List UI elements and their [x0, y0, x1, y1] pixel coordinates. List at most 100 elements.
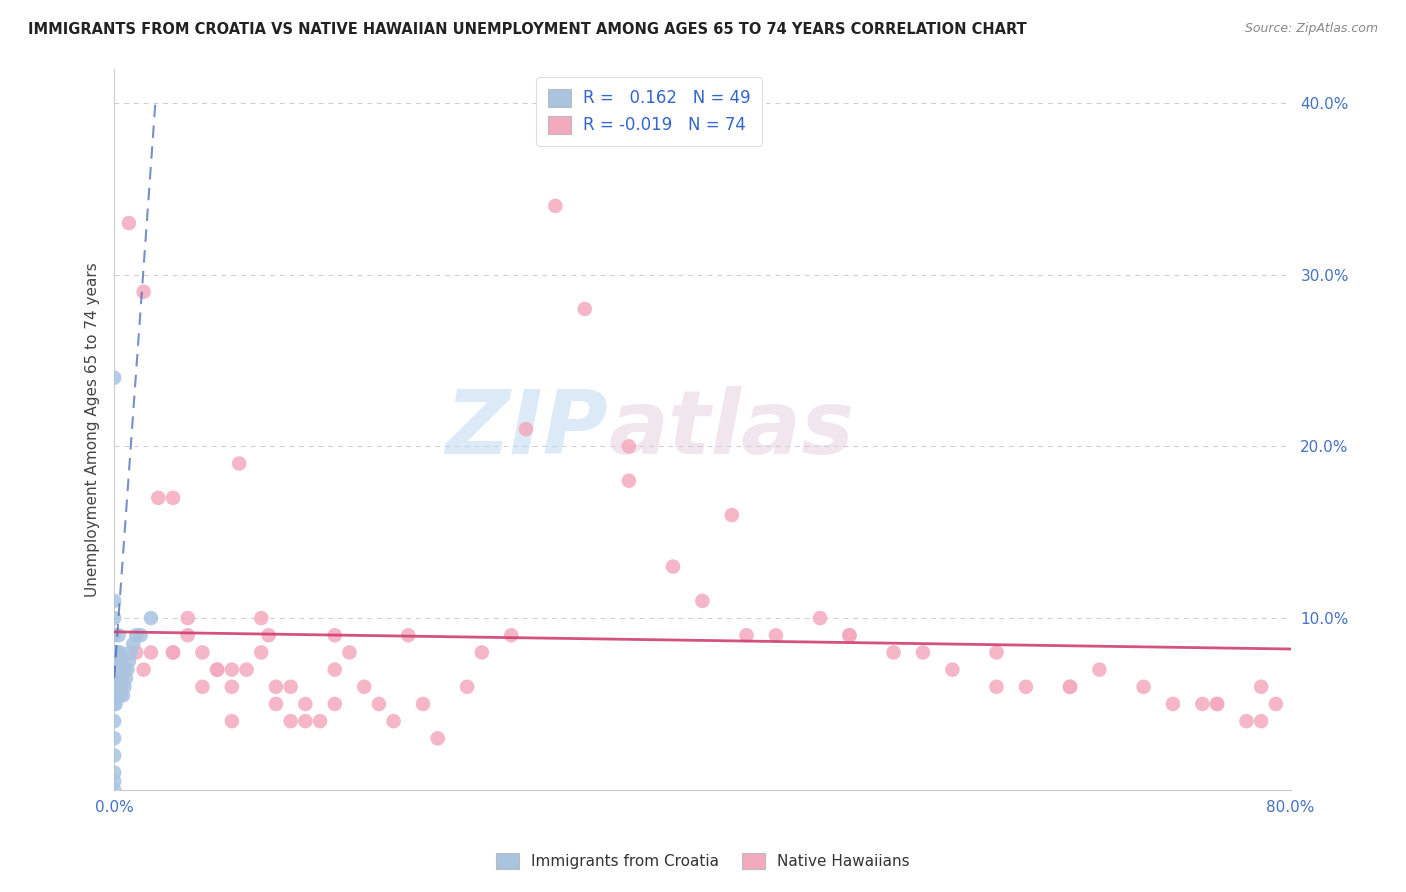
Point — [838, 628, 860, 642]
Point — [367, 697, 389, 711]
Point — [107, 671, 129, 685]
Point — [1264, 697, 1286, 711]
Point — [114, 663, 136, 677]
Point — [132, 663, 155, 677]
Point — [148, 491, 170, 505]
Point — [412, 697, 434, 711]
Point — [177, 611, 200, 625]
Point — [104, 680, 127, 694]
Point — [103, 774, 125, 789]
Point — [103, 714, 125, 728]
Point — [294, 714, 316, 728]
Point — [765, 628, 787, 642]
Point — [1015, 680, 1038, 694]
Point — [103, 748, 125, 763]
Point — [111, 663, 134, 677]
Point — [108, 645, 131, 659]
Point — [986, 680, 1008, 694]
Point — [501, 628, 523, 642]
Point — [574, 301, 596, 316]
Point — [104, 697, 127, 711]
Point — [735, 628, 758, 642]
Point — [353, 680, 375, 694]
Point — [117, 663, 139, 677]
Point — [118, 216, 141, 230]
Point — [264, 697, 287, 711]
Point — [103, 370, 125, 384]
Point — [396, 628, 419, 642]
Point — [191, 680, 214, 694]
Point — [1132, 680, 1154, 694]
Point — [105, 654, 128, 668]
Point — [162, 491, 184, 505]
Legend: Immigrants from Croatia, Native Hawaiians: Immigrants from Croatia, Native Hawaiian… — [489, 847, 917, 875]
Point — [426, 731, 449, 746]
Point — [108, 689, 131, 703]
Point — [221, 663, 243, 677]
Point — [544, 199, 567, 213]
Point — [250, 645, 273, 659]
Point — [103, 594, 125, 608]
Point — [125, 628, 148, 642]
Point — [120, 645, 142, 659]
Point — [617, 439, 640, 453]
Point — [125, 645, 148, 659]
Point — [177, 628, 200, 642]
Point — [264, 680, 287, 694]
Point — [107, 663, 129, 677]
Point — [515, 422, 537, 436]
Point — [110, 654, 132, 668]
Point — [118, 654, 141, 668]
Point — [1191, 697, 1213, 711]
Point — [105, 671, 128, 685]
Point — [1059, 680, 1081, 694]
Point — [662, 559, 685, 574]
Point — [323, 628, 346, 642]
Point — [257, 628, 280, 642]
Point — [221, 714, 243, 728]
Point — [221, 680, 243, 694]
Point — [103, 765, 125, 780]
Point — [105, 645, 128, 659]
Point — [808, 611, 831, 625]
Point — [132, 285, 155, 299]
Text: ZIP: ZIP — [446, 385, 609, 473]
Point — [103, 628, 125, 642]
Point — [838, 628, 860, 642]
Point — [103, 663, 125, 677]
Point — [105, 663, 128, 677]
Point — [104, 654, 127, 668]
Point — [1088, 663, 1111, 677]
Point — [1161, 697, 1184, 711]
Point — [108, 663, 131, 677]
Point — [115, 671, 138, 685]
Point — [110, 680, 132, 694]
Point — [1206, 697, 1229, 711]
Point — [471, 645, 494, 659]
Y-axis label: Unemployment Among Ages 65 to 74 years: Unemployment Among Ages 65 to 74 years — [86, 262, 100, 597]
Point — [105, 689, 128, 703]
Text: Source: ZipAtlas.com: Source: ZipAtlas.com — [1244, 22, 1378, 36]
Point — [323, 663, 346, 677]
Point — [114, 680, 136, 694]
Point — [103, 611, 125, 625]
Point — [280, 680, 302, 694]
Point — [339, 645, 361, 659]
Point — [108, 671, 131, 685]
Point — [103, 782, 125, 797]
Point — [1206, 697, 1229, 711]
Point — [103, 697, 125, 711]
Point — [323, 697, 346, 711]
Point — [129, 628, 152, 642]
Point — [720, 508, 742, 522]
Point — [103, 731, 125, 746]
Point — [110, 671, 132, 685]
Point — [103, 654, 125, 668]
Text: IMMIGRANTS FROM CROATIA VS NATIVE HAWAIIAN UNEMPLOYMENT AMONG AGES 65 TO 74 YEAR: IMMIGRANTS FROM CROATIA VS NATIVE HAWAII… — [28, 22, 1026, 37]
Point — [911, 645, 934, 659]
Legend: R =   0.162   N = 49, R = -0.019   N = 74: R = 0.162 N = 49, R = -0.019 N = 74 — [537, 77, 762, 146]
Point — [1250, 680, 1272, 694]
Point — [1236, 714, 1258, 728]
Point — [122, 637, 145, 651]
Point — [941, 663, 963, 677]
